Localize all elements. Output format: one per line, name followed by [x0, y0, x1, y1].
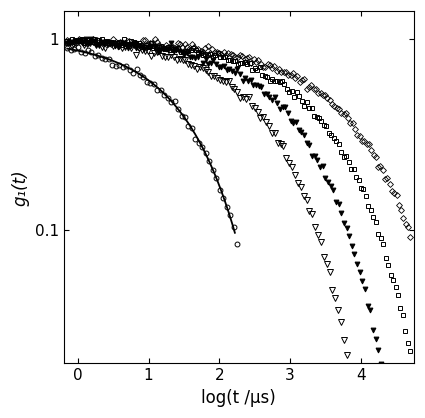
X-axis label: log(t /μs): log(t /μs)	[201, 389, 276, 407]
Y-axis label: g₁(t): g₁(t)	[11, 169, 29, 206]
